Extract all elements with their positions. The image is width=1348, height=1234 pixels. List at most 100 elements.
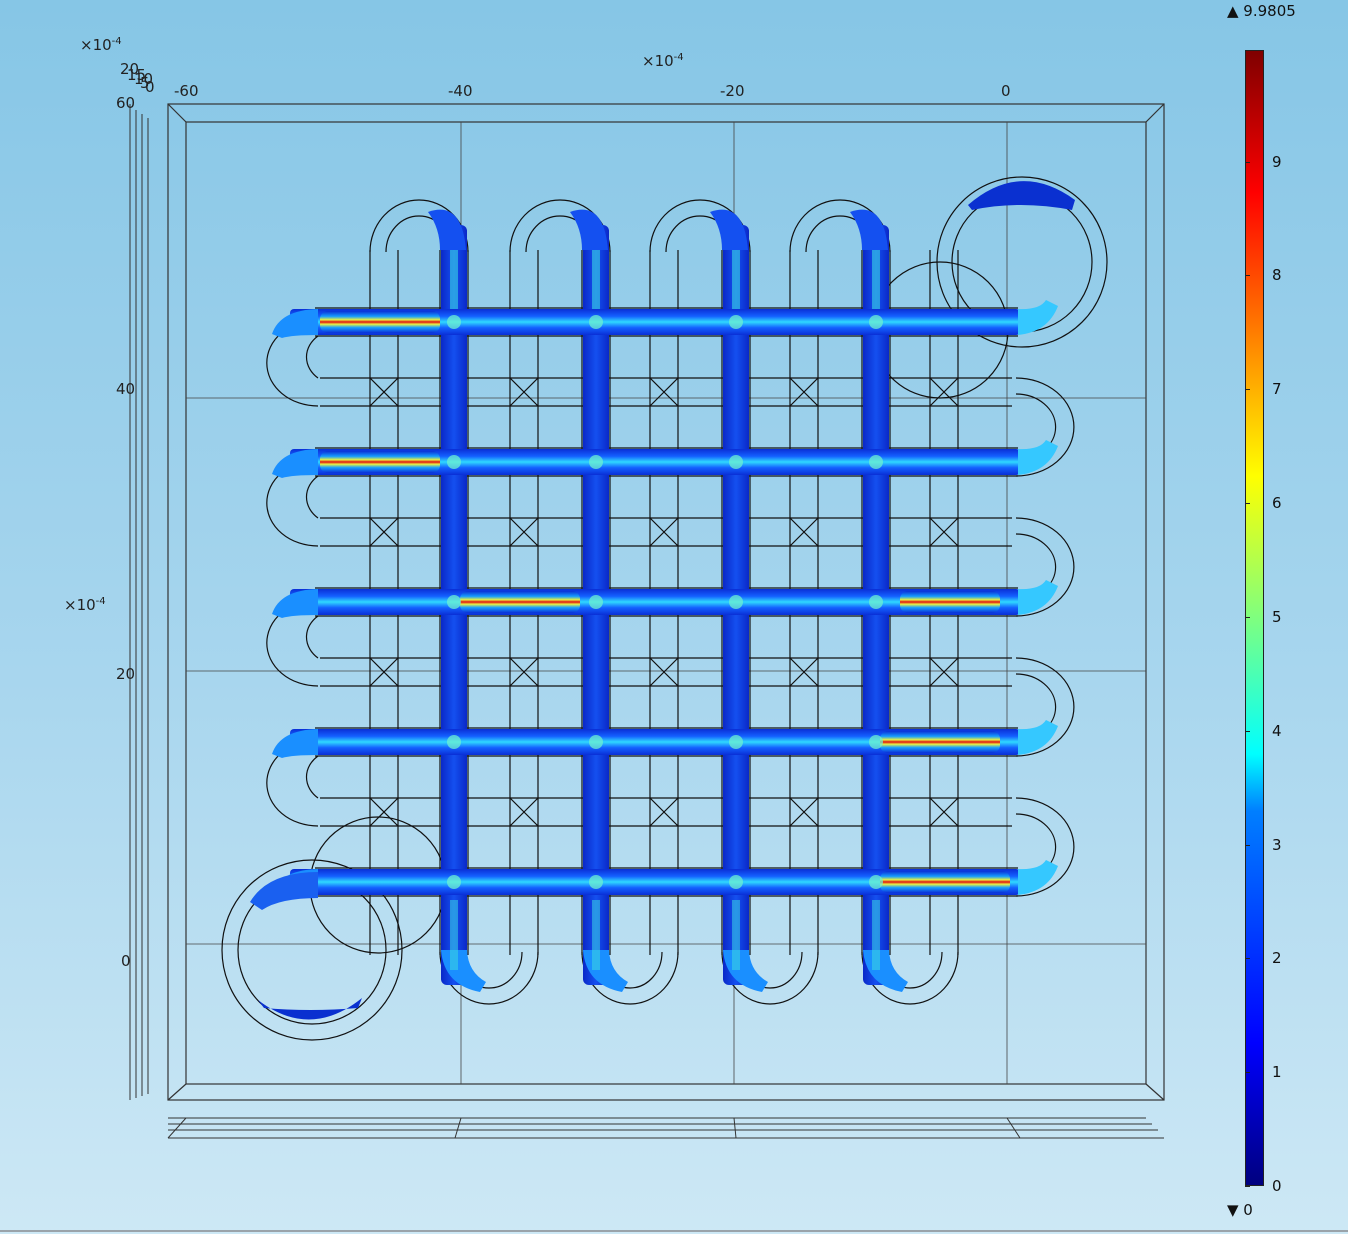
- channel-end: [272, 729, 318, 758]
- channel-end: [272, 589, 318, 618]
- channel-highlight: [450, 900, 458, 970]
- junction-highlight: [729, 455, 743, 469]
- wire-loop: [1015, 657, 1075, 757]
- junction-highlight: [869, 595, 883, 609]
- junction-highlight: [447, 455, 461, 469]
- junction-highlight: [447, 315, 461, 329]
- channel-end: [272, 449, 318, 478]
- colorbar-tick-mark: [1245, 730, 1250, 732]
- junction-highlight: [869, 875, 883, 889]
- wire-cross: [649, 517, 679, 547]
- wire-cross: [929, 517, 959, 547]
- wire-cross: [509, 377, 539, 407]
- z-tick-label: 5: [140, 74, 150, 92]
- y-tick-label: 0: [121, 952, 131, 970]
- y-exponent-label: ×10-4: [64, 596, 106, 614]
- wire-loop: [1015, 377, 1075, 477]
- channel-end: [1018, 440, 1058, 475]
- axis-box: [167, 103, 1165, 1101]
- channel-hotspot: [460, 591, 580, 613]
- x-exponent-label: ×10-4: [642, 52, 684, 70]
- junction-highlight: [447, 735, 461, 749]
- outlet-arc: [258, 998, 362, 1020]
- channel-hotspot: [900, 591, 1000, 613]
- channel-bend: [863, 950, 908, 992]
- colorbar: [1245, 50, 1264, 1186]
- colorbar-tick-mark: [1245, 958, 1250, 960]
- wire-loop: [1015, 797, 1075, 897]
- channel-hotspot: [320, 311, 440, 333]
- channel-highlight: [732, 900, 740, 970]
- wire-cross: [789, 377, 819, 407]
- wire-cross: [789, 517, 819, 547]
- junction-highlight: [729, 595, 743, 609]
- velocity-field: [250, 181, 1075, 1020]
- wire-cross: [369, 657, 399, 687]
- y-tick-label: 40: [116, 380, 136, 398]
- colorbar-tick-mark: [1245, 389, 1250, 391]
- channel-highlight: [872, 250, 880, 310]
- colorbar-tick-mark: [1245, 1072, 1250, 1074]
- wire-circle: [221, 859, 403, 1041]
- x-tick-label: -20: [720, 82, 745, 100]
- colorbar-tick-label: 9: [1272, 152, 1282, 171]
- channel-end: [1018, 300, 1058, 335]
- wire-loop: [305, 755, 319, 799]
- colorbar-tick-label: 4: [1272, 721, 1282, 740]
- junction-highlight: [447, 595, 461, 609]
- junction-highlight: [589, 875, 603, 889]
- colorbar-tick-label: 2: [1272, 949, 1282, 968]
- junction-highlight: [589, 735, 603, 749]
- channel-bend: [583, 950, 628, 992]
- junction-highlight: [447, 875, 461, 889]
- channel-bend: [570, 209, 608, 250]
- wire-cross: [649, 377, 679, 407]
- wire-cross: [369, 377, 399, 407]
- colorbar-tick-label: 1: [1272, 1063, 1282, 1082]
- wire-cross: [509, 517, 539, 547]
- channel-bend: [710, 209, 748, 250]
- colorbar-tick-mark: [1245, 503, 1250, 505]
- wire-loop: [305, 475, 319, 519]
- horizontal-channel: [290, 309, 1020, 335]
- channel-bend: [441, 950, 486, 992]
- z-exponent-label: ×10-4: [80, 36, 122, 54]
- junction-highlight: [869, 455, 883, 469]
- colorbar-min-label: ▼ 0: [1227, 1201, 1253, 1219]
- wire-cross: [509, 797, 539, 827]
- window-bottom-edge: [0, 1230, 1348, 1232]
- wire-cross: [789, 797, 819, 827]
- z-tick-label: 20: [120, 60, 140, 78]
- channel-highlight: [732, 250, 740, 310]
- wire-cross: [929, 377, 959, 407]
- channel-hotspot: [880, 871, 1010, 893]
- wire-cross: [789, 657, 819, 687]
- horizontal-channel: [290, 449, 1020, 475]
- wire-cross: [649, 797, 679, 827]
- colorbar-tick-label: 0: [1272, 1177, 1282, 1195]
- horizontal-channel: [290, 729, 1020, 755]
- y-tick-label: 60: [116, 94, 136, 112]
- wire-cross: [509, 657, 539, 687]
- channel-bend: [428, 209, 466, 250]
- junction-highlight: [589, 315, 603, 329]
- colorbar-tick-label: 8: [1272, 266, 1282, 285]
- colorbar-tick-label: 5: [1272, 607, 1282, 626]
- colorbar-tick-mark: [1245, 161, 1250, 163]
- z-axis-lines: [129, 104, 1164, 1139]
- wire-loop: [1015, 517, 1075, 617]
- z-tick-label: 10: [134, 70, 154, 88]
- junction-highlight: [729, 315, 743, 329]
- junction-highlight: [869, 735, 883, 749]
- colorbar-tick-label: 7: [1272, 380, 1282, 399]
- junction-highlight: [589, 455, 603, 469]
- channel-highlight: [592, 900, 600, 970]
- channel-hotspot: [320, 451, 440, 473]
- outlet-channel-end: [250, 872, 318, 910]
- channel-highlight: [592, 250, 600, 310]
- colorbar-tick-mark: [1245, 844, 1250, 846]
- colorbar-tick-mark: [1245, 1186, 1250, 1187]
- z-tick-label: 0: [145, 78, 155, 96]
- wire-cross: [369, 797, 399, 827]
- horizontal-channel: [290, 869, 1020, 895]
